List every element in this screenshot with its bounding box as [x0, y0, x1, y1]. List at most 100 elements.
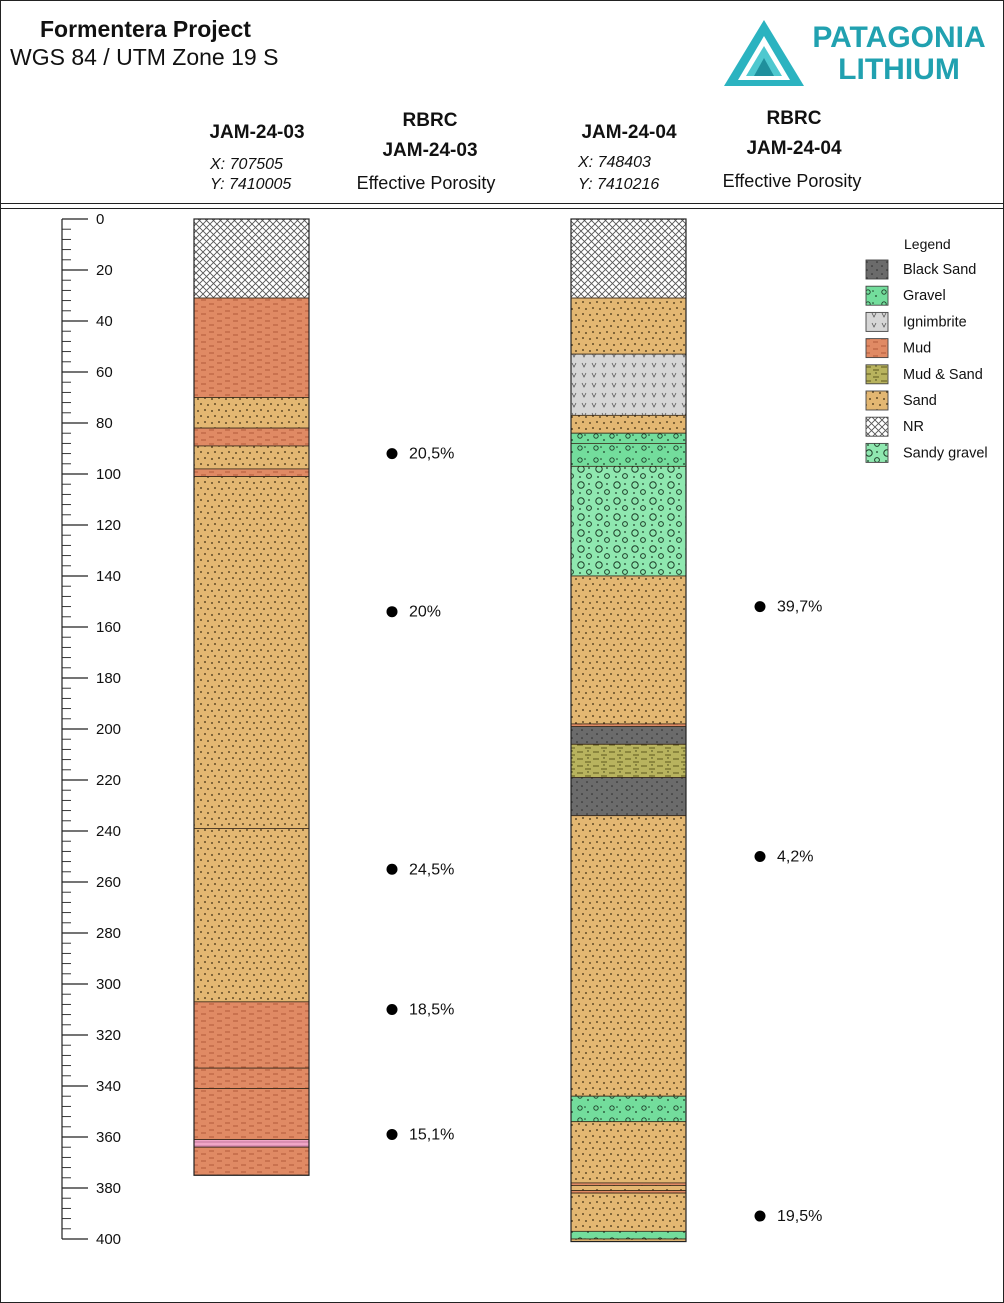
- interval-mud: [193, 1146, 310, 1176]
- legend-swatch-ignimbrite: [865, 311, 889, 332]
- interval-sand: [193, 828, 310, 1003]
- legend-swatch-sand: [865, 390, 889, 411]
- legend-label-mud: Mud: [903, 341, 931, 357]
- depth-tick-label: 140: [96, 568, 121, 585]
- legend-swatch-gravel: [865, 285, 889, 306]
- interval-mud: [193, 1067, 310, 1089]
- porosity-point: [386, 606, 398, 618]
- interval-sand: [570, 1185, 687, 1191]
- legend-swatch-mud: [865, 338, 889, 359]
- interval-gravel: [570, 1230, 687, 1240]
- depth-tick-label: 200: [96, 721, 121, 738]
- porosity-point: [386, 1004, 398, 1015]
- interval-gravel: [570, 432, 687, 444]
- legend-swatch-sandy_gravel: [865, 442, 889, 463]
- header-divider-top: [0, 203, 1004, 204]
- depth-tick-label: 280: [96, 925, 121, 942]
- interval-sandy_gravel: [570, 465, 687, 577]
- depth-tick-label: 80: [96, 415, 113, 432]
- interval-sand: [193, 476, 310, 829]
- porosity-point: [754, 601, 766, 613]
- porosity-point: [386, 1128, 398, 1140]
- interval-nr: [570, 218, 687, 299]
- interval-sand: [570, 297, 687, 355]
- interval-pink_layer: [193, 1139, 310, 1148]
- well-2-rbrc-well: JAM-24-04: [746, 138, 842, 159]
- project-title: Formentera Project: [40, 16, 251, 42]
- header-divider-bottom: [0, 208, 1004, 209]
- interval-sand: [570, 1121, 687, 1184]
- depth-tick-label: 220: [96, 772, 121, 789]
- interval-black_sand: [570, 726, 687, 745]
- logo-line-2: LITHIUM: [838, 53, 960, 86]
- porosity-label: 4,2%: [777, 849, 813, 866]
- interval-sand: [193, 397, 310, 429]
- depth-axis: 0 20 40 60 80 100 120 140 160 180 200 220 240 260 280 3…: [61, 211, 121, 1248]
- porosity-point: [754, 1210, 766, 1222]
- logo-wordmark: PATAGONIA LITHIUM: [808, 22, 990, 86]
- legend-label-ignimbrite: Ignimbrite: [903, 314, 967, 330]
- interval-gravel: [570, 442, 687, 467]
- well-2-effective-porosity-title: Effective Porosity: [722, 171, 862, 191]
- porosity-point: [754, 851, 766, 862]
- interval-ignimbrite: [570, 353, 687, 416]
- depth-tick-label: 300: [96, 976, 121, 993]
- patagonia-lithium-logo-icon: [724, 20, 804, 86]
- depth-tick-label: 360: [96, 1129, 121, 1146]
- depth-tick-label: 400: [96, 1231, 121, 1248]
- porosity-point: [386, 863, 398, 875]
- interval-mud: [193, 427, 310, 447]
- depth-tick-label: 320: [96, 1027, 121, 1044]
- legend-swatch-mud_sand: [865, 364, 889, 385]
- interval-mud: [193, 1001, 310, 1069]
- depth-tick-label: 60: [96, 364, 113, 381]
- well-2-name: JAM-24-04: [581, 122, 677, 143]
- lithology-columns: [193, 218, 687, 1243]
- interval-sand: [193, 445, 310, 470]
- legend: Legend Black Sand Gravel Ignimbrite Mud Mud &…: [865, 236, 988, 463]
- depth-tick-label: 100: [96, 466, 121, 483]
- porosity-label: 15,1%: [409, 1126, 454, 1143]
- interval-sand: [570, 414, 687, 434]
- depth-tick-label: 260: [96, 874, 121, 891]
- porosity-label: 20%: [409, 604, 441, 621]
- well-1-x-coord: X: 707505: [210, 156, 283, 173]
- interval-mud: [193, 468, 310, 477]
- depth-tick-label: 240: [96, 823, 121, 840]
- lithology-column-JAM-24-03: [193, 218, 310, 1176]
- porosity-label: 39,7%: [777, 599, 822, 616]
- legend-swatch-black_sand: [865, 259, 889, 280]
- well-1-rbrc-well: JAM-24-03: [382, 140, 478, 161]
- well-1-effective-porosity-title: Effective Porosity: [356, 173, 496, 193]
- porosity-label: 19,5%: [777, 1208, 822, 1225]
- well-2-rbrc-title: RBRC: [766, 108, 822, 129]
- well-1-rbrc-title: RBRC: [402, 110, 458, 131]
- legend-swatch-nr: [865, 416, 889, 437]
- logo-line-1: PATAGONIA: [812, 21, 986, 54]
- porosity-point: [386, 448, 398, 460]
- well-2-y-coord: Y: 7410216: [578, 176, 660, 193]
- interval-mud_sand: [570, 743, 687, 778]
- legend-label-gravel: Gravel: [903, 288, 946, 304]
- depth-tick-label: 160: [96, 619, 121, 636]
- interval-mud: [193, 297, 310, 398]
- well-2-x-coord: X: 748403: [578, 154, 651, 171]
- interval-mud: [193, 1088, 310, 1140]
- well-1-name: JAM-24-03: [209, 122, 305, 143]
- depth-tick-label: 0: [96, 211, 104, 228]
- column-outline: [570, 218, 687, 1243]
- depth-tick-label: 20: [96, 262, 113, 279]
- porosity-label: 24,5%: [409, 861, 454, 878]
- well-1-y-coord: Y: 7410005: [210, 176, 292, 193]
- column-outline: [193, 218, 310, 1176]
- interval-nr: [193, 218, 310, 299]
- interval-sand: [570, 575, 687, 725]
- interval-sand: [570, 815, 687, 1097]
- legend-label-black_sand: Black Sand: [903, 262, 976, 278]
- porosity-label: 20,5%: [409, 446, 454, 463]
- porosity-label: 18,5%: [409, 1002, 454, 1019]
- interval-gravel: [570, 1095, 687, 1123]
- depth-tick-label: 180: [96, 670, 121, 687]
- depth-tick-label: 40: [96, 313, 113, 330]
